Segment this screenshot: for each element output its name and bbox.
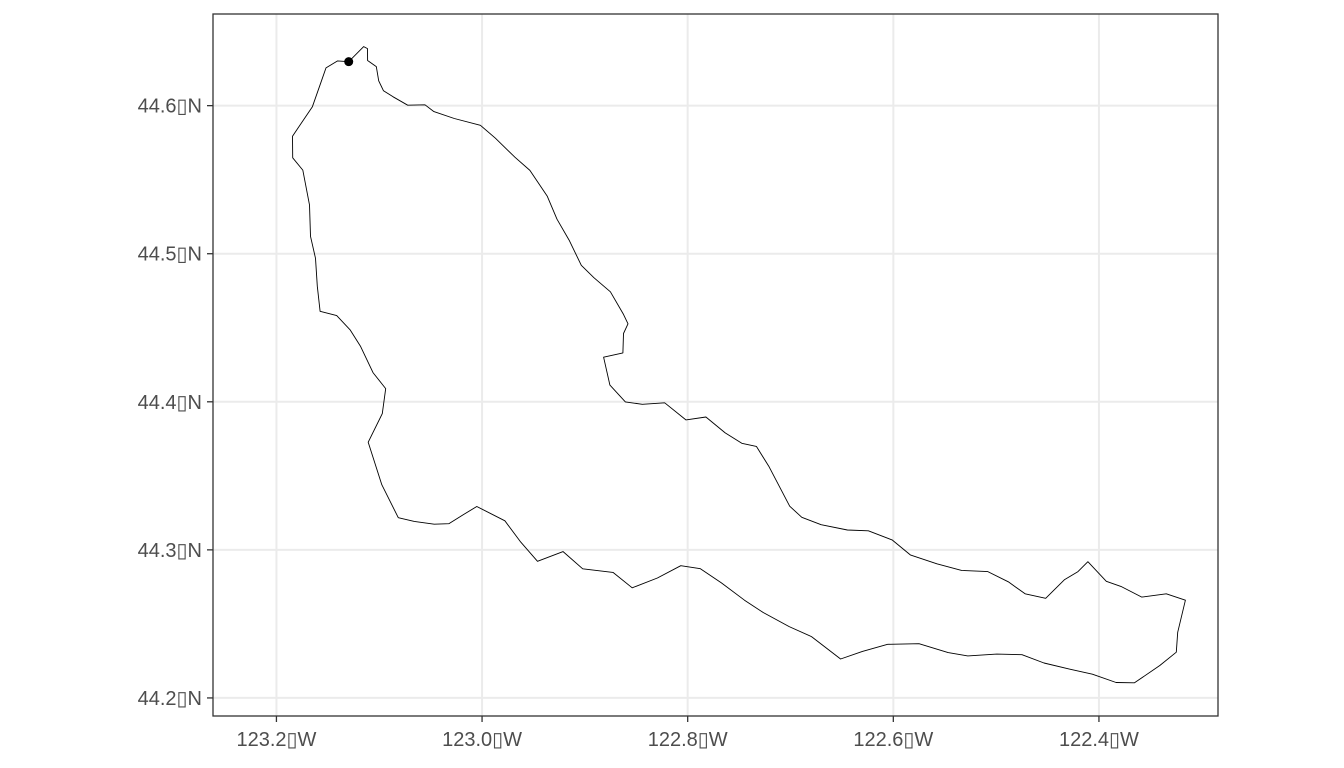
axis-layer: 123.2▯W 123.0▯W 122.8▯W 122.6▯W 122.4▯W 44.2▯…	[138, 96, 1139, 751]
y-axis-tick-label: 44.4▯N	[138, 392, 202, 414]
x-axis-tick-label: 123.2▯W	[236, 729, 316, 751]
y-axis-tick-label: 44.6▯N	[138, 96, 202, 118]
x-axis-tick-label: 122.8▯W	[648, 729, 728, 751]
watershed-boundary	[292, 46, 1186, 684]
x-axis-tick-label: 122.4▯W	[1059, 729, 1139, 751]
grid-lines	[213, 14, 1218, 716]
y-axis-tick-label: 44.3▯N	[138, 540, 202, 562]
panel-border	[212, 13, 1219, 717]
x-axis-tick-label: 123.0▯W	[442, 729, 522, 751]
x-axis-tick-label: 122.6▯W	[853, 729, 933, 751]
y-axis-tick-label: 44.2▯N	[138, 688, 202, 710]
map-layer	[292, 46, 1186, 684]
panel-border-group	[212, 13, 1219, 717]
y-axis-tick-label: 44.5▯N	[138, 244, 202, 266]
outlet-point-marker	[344, 57, 354, 67]
